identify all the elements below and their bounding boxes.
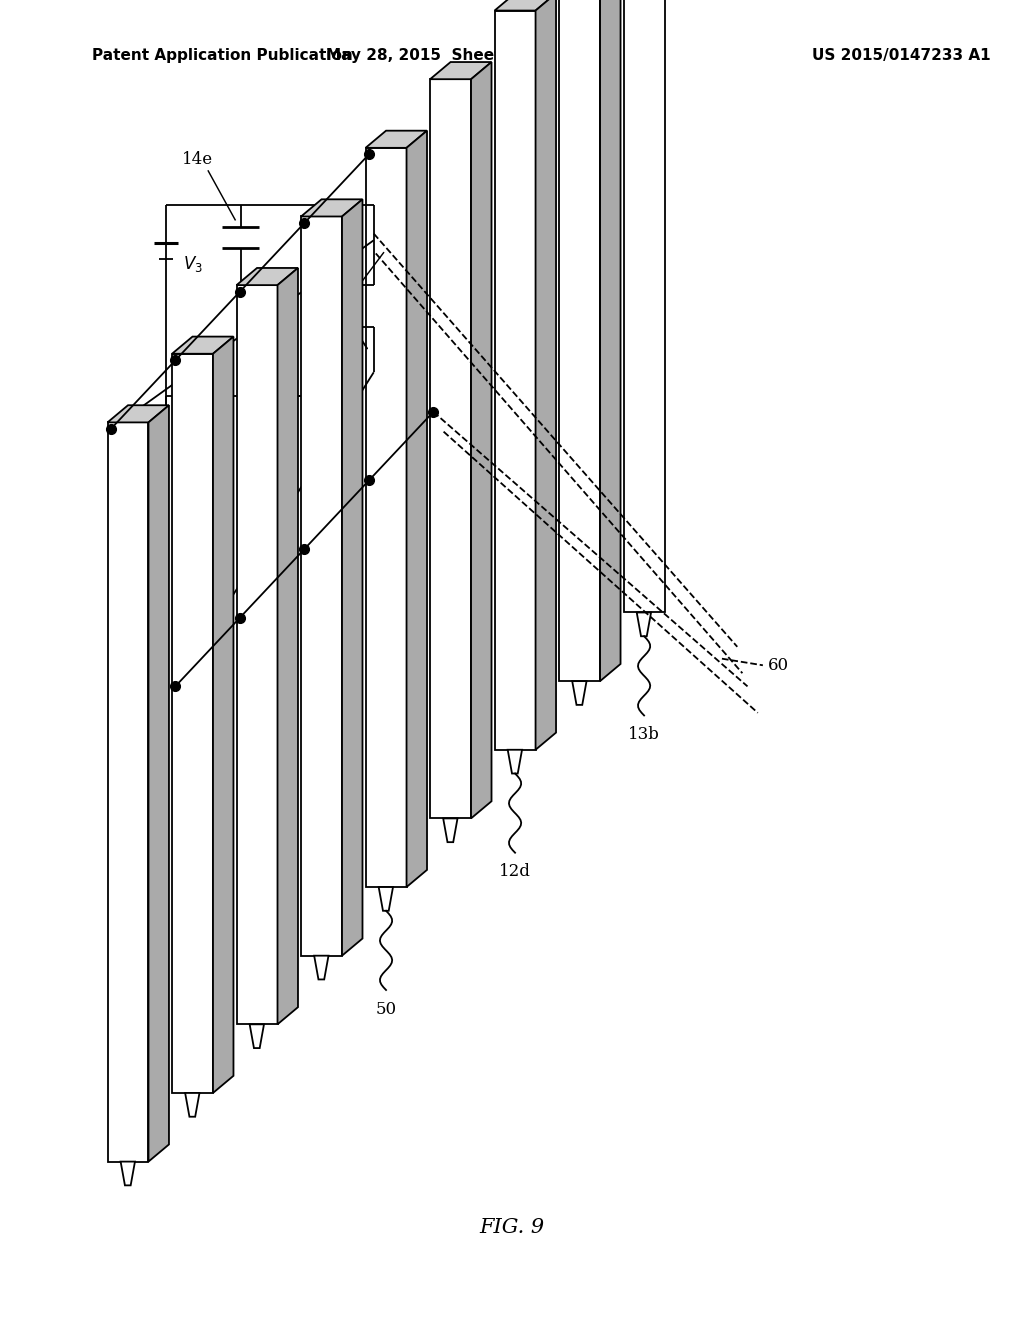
Polygon shape	[366, 148, 407, 887]
Polygon shape	[508, 750, 522, 774]
Polygon shape	[185, 1093, 200, 1117]
Polygon shape	[600, 0, 621, 681]
Polygon shape	[495, 0, 556, 11]
Polygon shape	[379, 887, 393, 911]
Polygon shape	[213, 337, 233, 1093]
Polygon shape	[148, 405, 169, 1162]
Polygon shape	[314, 956, 329, 979]
Polygon shape	[172, 337, 233, 354]
Text: Patent Application Publication: Patent Application Publication	[92, 48, 353, 63]
Text: $V_3$: $V_3$	[182, 253, 203, 275]
Polygon shape	[278, 268, 298, 1024]
Polygon shape	[624, 0, 665, 612]
Polygon shape	[250, 1024, 264, 1048]
Text: 50: 50	[376, 1001, 396, 1018]
Polygon shape	[108, 405, 169, 422]
Text: 14d: 14d	[374, 231, 406, 248]
Text: US 2015/0147233 A1: US 2015/0147233 A1	[812, 48, 990, 63]
Polygon shape	[301, 199, 362, 216]
Polygon shape	[559, 0, 600, 681]
Text: 12d: 12d	[499, 863, 531, 880]
Text: FIG. 9: FIG. 9	[479, 1218, 545, 1237]
Polygon shape	[108, 422, 148, 1162]
Polygon shape	[471, 62, 492, 818]
Polygon shape	[572, 681, 587, 705]
Polygon shape	[342, 199, 362, 956]
Polygon shape	[366, 131, 427, 148]
Polygon shape	[637, 612, 651, 636]
Polygon shape	[443, 818, 458, 842]
Text: 60: 60	[768, 657, 790, 673]
Polygon shape	[536, 0, 556, 750]
Polygon shape	[430, 62, 492, 79]
Text: $V_1$: $V_1$	[314, 319, 335, 341]
Text: 14e: 14e	[182, 150, 213, 168]
Polygon shape	[301, 216, 342, 956]
Polygon shape	[121, 1162, 135, 1185]
Polygon shape	[407, 131, 427, 887]
Polygon shape	[430, 79, 471, 818]
Text: 13b: 13b	[628, 726, 660, 743]
Polygon shape	[495, 11, 536, 750]
Polygon shape	[172, 354, 213, 1093]
Text: May 28, 2015  Sheet 9 of 9: May 28, 2015 Sheet 9 of 9	[326, 48, 555, 63]
Polygon shape	[237, 268, 298, 285]
Polygon shape	[237, 285, 278, 1024]
